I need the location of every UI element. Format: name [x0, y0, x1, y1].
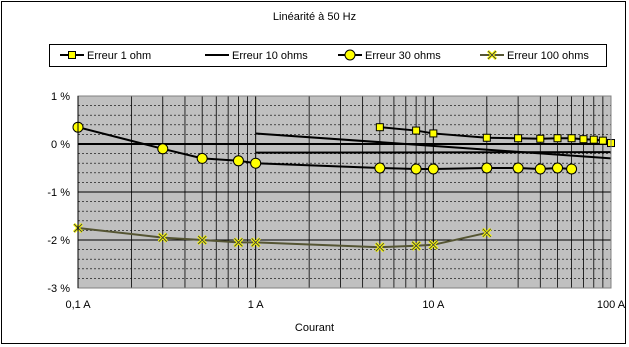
data-point-3 [233, 237, 244, 248]
data-point-0 [553, 134, 562, 143]
legend-marker [344, 49, 356, 61]
data-point-0 [536, 134, 545, 143]
legend-label: Erreur 1 ohm [87, 50, 151, 62]
data-point-2 [157, 143, 169, 155]
data-point-0 [514, 134, 523, 143]
data-point-2 [552, 162, 564, 174]
data-point-2 [410, 163, 422, 175]
y-tick-label: 1 % [51, 91, 70, 103]
data-point-3 [411, 240, 422, 251]
x-marker-stroke [234, 238, 243, 247]
data-point-3 [197, 234, 208, 246]
x-marker-stroke [487, 50, 497, 60]
y-tick-label: -3 % [47, 283, 70, 295]
data-point-0 [598, 136, 607, 145]
x-marker-stroke [428, 240, 438, 250]
data-point-3 [157, 232, 168, 243]
data-point-2 [250, 157, 262, 169]
legend-marker [68, 51, 76, 59]
x-tick-label: 100 A [597, 299, 626, 311]
data-point-2 [481, 162, 493, 174]
data-point-3 [374, 242, 385, 253]
x-axis-label: Courant [294, 322, 335, 334]
data-point-0 [579, 135, 588, 144]
legend-label: Erreur 10 ohms [232, 50, 308, 62]
data-point-3 [250, 237, 261, 248]
data-point-2 [512, 162, 524, 174]
data-point-0 [375, 123, 384, 132]
legend-box [49, 44, 607, 67]
x-marker-stroke [197, 235, 207, 245]
x-marker-stroke [411, 241, 421, 251]
x-tick-label: 0,1 A [65, 299, 91, 311]
data-point-2 [427, 163, 439, 175]
chart-title: Linéarité à 50 Hz [272, 11, 357, 23]
data-point-0 [589, 135, 598, 144]
y-tick-label: -1 % [47, 187, 70, 199]
data-point-0 [482, 133, 491, 142]
data-point-2 [566, 163, 578, 175]
x-marker-stroke [375, 242, 385, 252]
legend-label: Erreur 30 ohms [365, 50, 441, 62]
x-marker-stroke [482, 228, 492, 238]
data-point-0 [412, 126, 421, 135]
data-point-3 [481, 227, 492, 238]
data-point-2 [534, 163, 546, 175]
data-point-0 [567, 134, 576, 143]
x-marker-stroke [158, 233, 168, 242]
data-point-0 [429, 129, 438, 138]
legend-marker [486, 49, 498, 61]
x-marker-stroke [251, 238, 261, 247]
data-point-2 [374, 162, 386, 174]
x-tick-label: 1 A [248, 299, 265, 311]
data-point-3 [428, 239, 439, 250]
series-line-1 [255, 132, 612, 160]
y-tick-label: 0 % [51, 139, 70, 151]
y-tick-label: -2 % [47, 235, 70, 247]
data-point-2 [196, 152, 208, 164]
legend-label: Erreur 100 ohms [507, 50, 589, 62]
x-tick-label: 10 A [422, 299, 445, 311]
data-point-2 [232, 155, 244, 167]
